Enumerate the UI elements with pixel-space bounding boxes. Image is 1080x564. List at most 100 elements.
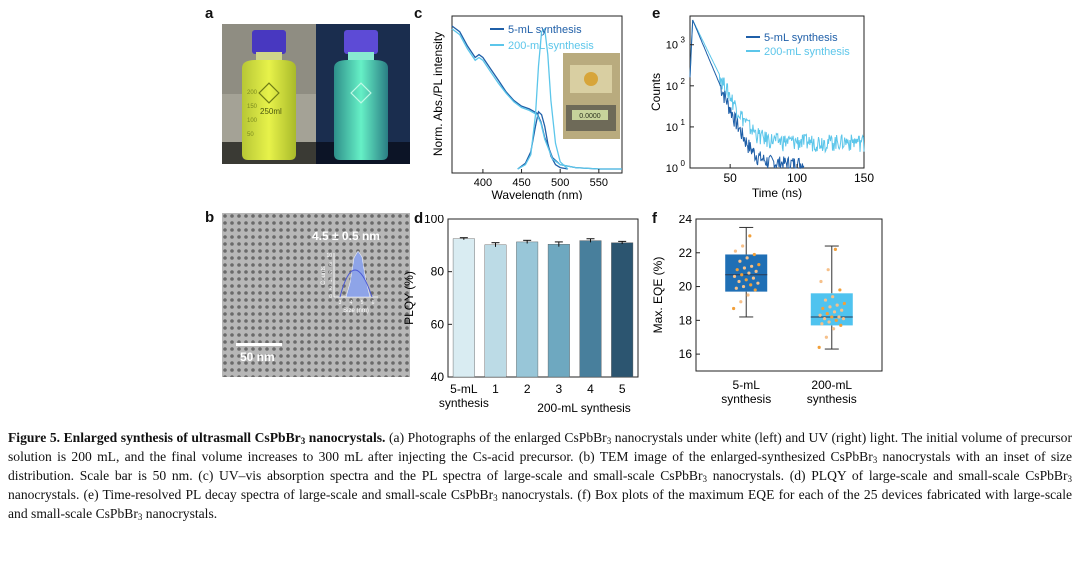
data-point [839,323,843,327]
data-point [753,288,757,292]
data-point [733,249,738,253]
caption-fig-label: Figure 5. [8,430,61,445]
data-point [740,273,744,277]
y-axis-label: Norm. Abs./PL intensity [431,32,445,156]
bar [516,241,539,378]
legend-200ml: 200-mL synthesis [508,40,594,52]
caption-title: Enlarged synthesis of ultrasmall CsPbBr [60,430,301,445]
data-point [734,286,738,290]
panel-e-label: e [652,5,661,22]
bottle-mark: 50 [247,132,254,138]
data-point [827,320,831,324]
x-tick-label: 50 [723,171,737,185]
inset-ytick: 6 [329,270,332,276]
caption-f-rest: nanocrystals. [142,506,218,521]
inset-xtick: 6 [372,300,375,306]
y-tick-exponent: 1 [681,118,686,127]
data-point [747,271,751,275]
bar [484,244,507,378]
inset-xlabel: Size (nm) [343,308,369,314]
x-tick-label: synthesis [807,392,857,406]
data-point [826,268,830,272]
x-tick-label: 1 [492,382,499,396]
inset-ytick: 2 [329,286,332,292]
data-point [732,274,737,279]
inset-ytick: 0 [329,294,332,300]
y-tick-label: 24 [679,215,693,226]
x-tick-label: synthesis [439,396,489,410]
data-point [821,306,825,311]
caption-c: (c) UV–vis absorption spectra and the PL… [192,468,703,483]
subscript: 3 [872,455,878,465]
data-point [842,301,846,306]
caption-b: (b) TEM image of the enlarged-synthesize… [573,449,873,464]
subscript: 3 [137,512,143,522]
scale-bar-label: 50 nm [240,350,275,364]
x-axis-label: Time (ns) [752,186,802,200]
x-tick-label: 500 [551,177,569,189]
y-tick-label: 22 [679,246,693,260]
data-point [756,281,760,285]
subscript: 3 [300,436,306,446]
inset-xtick: 5 [361,300,364,306]
subscript: 3 [1067,474,1073,484]
data-point [841,317,846,321]
x-tick-label: 2 [524,382,531,396]
data-point [757,263,761,267]
data-point [735,268,739,272]
plot-frame [689,15,865,169]
panel-b-tem-image: 4.5 ± 0.5 nm Counts 10 8 6 4 2 0 3 4 5 6… [222,213,410,377]
caption-f: (f) Box plots of the maximum EQE for eac… [8,487,1073,521]
subscript: 3 [493,493,498,503]
data-point [830,315,834,319]
legend: 5-mL synthesis 200-mL synthesis [746,32,850,58]
panel-a-photo: 200 150 100 50 250ml [222,24,410,164]
y-tick-exponent: 3 [681,36,686,45]
data-point [818,313,822,317]
bottle-mark: 200 [247,90,258,96]
y-tick-label: 10 [666,40,678,52]
y-tick-label: 60 [431,317,445,331]
caption-d: (d) PLQY of large-scale and small-scale … [784,468,1068,483]
x-tick-label: 400 [474,177,492,189]
y-tick-label: 20 [679,280,693,294]
subscript: 3 [606,436,612,446]
data-point [820,322,824,326]
data-point [737,279,741,284]
data-point [819,279,823,284]
caption-c-rest: nanocrystals. [707,468,785,483]
panel-d-label: d [414,210,424,227]
data-point [741,284,746,289]
data-point [828,305,832,309]
data-point [831,295,835,299]
panel-a-label: a [205,5,214,22]
data-point [752,252,756,257]
x-axis-label: Wavelength (nm) [492,188,583,200]
pl-line-0 [517,110,569,170]
data-point [833,247,837,251]
x-tick-label: 5-mL [733,378,761,392]
inset-xtick: 3 [339,300,342,306]
balance-photo-inset: 0.0000 [563,53,620,139]
x-tick-label: 450 [512,177,530,189]
x-tick-label: 3 [555,382,562,396]
x-tick-label: 100 [787,171,807,185]
box [810,293,853,326]
bar [579,240,602,378]
y-tick-exponent: 2 [681,77,686,86]
legend: 5-mL synthesis 200-mL synthesis [490,24,594,52]
panel-c-label: c [414,5,423,22]
x-tick-label: 5 [619,382,626,396]
x-tick-label: 200-mL [811,378,852,392]
bottle-mark: 100 [247,118,258,124]
data-point [832,310,837,314]
data-point [835,303,839,307]
data-point [741,244,745,248]
figure-caption: Figure 5. Enlarged synthesis of ultrasma… [8,428,1072,523]
y-tick-label: 10 [666,81,678,93]
legend-200ml: 200-mL synthesis [764,46,850,58]
y-axis-label: PLQY (%) [402,271,416,325]
scale-bar [236,343,282,346]
size-distribution-inset: Counts 10 8 6 4 2 0 3 4 5 6 Size (nm) [321,250,378,314]
